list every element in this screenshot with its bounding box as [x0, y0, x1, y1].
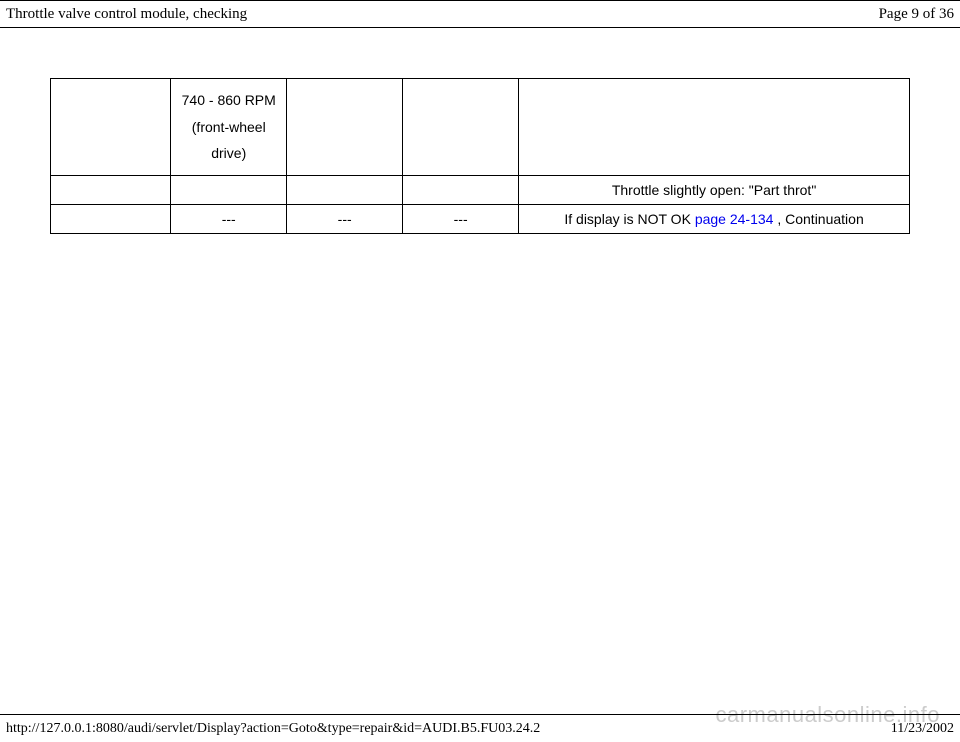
- table-row: 740 - 860 RPM (front-wheel drive): [51, 79, 910, 176]
- rpm-note: (front-wheel drive): [179, 114, 278, 167]
- table-cell: ---: [287, 204, 403, 233]
- table-cell: [403, 79, 519, 176]
- page-link-24-134[interactable]: page 24-134: [695, 211, 774, 227]
- footer-date: 11/23/2002: [891, 721, 954, 737]
- table-cell-rpm: 740 - 860 RPM (front-wheel drive): [171, 79, 287, 176]
- table-cell: ---: [403, 204, 519, 233]
- table-cell: [171, 175, 287, 204]
- table-cell: [51, 79, 171, 176]
- rpm-value: 740 - 860 RPM: [179, 87, 278, 114]
- table-cell: [519, 79, 910, 176]
- page-footer: http://127.0.0.1:8080/audi/servlet/Displ…: [0, 714, 960, 742]
- table-row: Throttle slightly open: "Part throt": [51, 175, 910, 204]
- data-table: 740 - 860 RPM (front-wheel drive) Thrott…: [50, 78, 910, 234]
- content-area: 740 - 860 RPM (front-wheel drive) Thrott…: [50, 78, 910, 234]
- table-row: --- --- --- If display is NOT OK page 24…: [51, 204, 910, 233]
- page-number: Page 9 of 36: [879, 6, 954, 23]
- table-cell: ---: [171, 204, 287, 233]
- table-cell: [51, 204, 171, 233]
- page-header: Throttle valve control module, checking …: [0, 0, 960, 28]
- table-cell: [51, 175, 171, 204]
- table-cell: [403, 175, 519, 204]
- footer-url: http://127.0.0.1:8080/audi/servlet/Displ…: [6, 721, 540, 737]
- header-title: Throttle valve control module, checking: [6, 6, 247, 23]
- table-cell-display-check: If display is NOT OK page 24-134 , Conti…: [519, 204, 910, 233]
- table-cell: [287, 175, 403, 204]
- table-cell-throttle: Throttle slightly open: "Part throt": [519, 175, 910, 204]
- display-prefix: If display is NOT OK: [564, 211, 694, 227]
- table-cell: [287, 79, 403, 176]
- display-suffix: , Continuation: [773, 211, 863, 227]
